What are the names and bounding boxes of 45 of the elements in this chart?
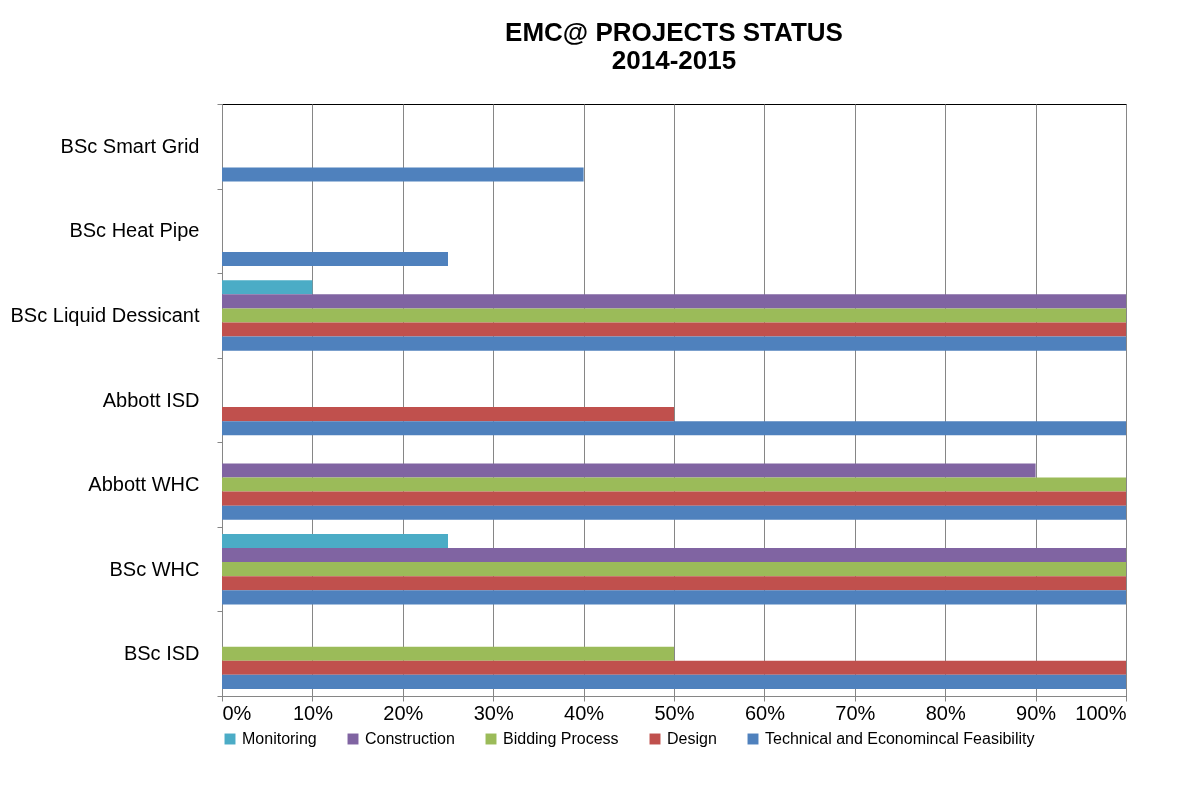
x-tick-label: 80% <box>925 701 966 724</box>
bar <box>222 322 1126 337</box>
legend-label: Bidding Process <box>503 730 619 747</box>
x-tick-label: 90% <box>1016 701 1057 724</box>
bar <box>222 533 448 548</box>
x-tick-label: 0% <box>222 701 252 724</box>
y-tick-label: BSc WHC <box>109 557 200 580</box>
bar <box>222 505 1126 520</box>
x-tick-label: 70% <box>835 701 876 724</box>
x-tick-label: 20% <box>383 701 424 724</box>
bar <box>222 646 674 661</box>
x-tick-label: 30% <box>473 701 514 724</box>
bar <box>222 407 674 422</box>
y-tick-label: BSc Smart Grid <box>60 134 200 157</box>
bar <box>222 308 1126 323</box>
x-tick-label: 60% <box>744 701 786 724</box>
x-tick-label: 10% <box>292 701 334 724</box>
y-tick-label: BSc ISD <box>123 642 200 665</box>
y-tick-label: BSc Heat Pipe <box>69 219 200 242</box>
bar <box>222 294 1126 309</box>
bar <box>222 674 1126 689</box>
x-tick-label: 50% <box>654 701 695 724</box>
legend-label: Design <box>667 730 717 747</box>
y-tick-label: Abbott WHC <box>88 473 200 496</box>
x-tick-label: 40% <box>564 701 605 724</box>
bar <box>222 421 1126 436</box>
bar <box>222 660 1126 675</box>
y-tick-label: Abbott ISD <box>102 388 200 411</box>
bar <box>222 548 1126 563</box>
bar <box>222 463 1036 478</box>
bar <box>222 562 1126 577</box>
legend-label: Monitoring <box>242 730 317 747</box>
bar <box>222 491 1126 506</box>
bar <box>222 477 1126 492</box>
bar <box>222 576 1126 591</box>
legend-label: Technical and Economincal Feasibility <box>765 730 1035 747</box>
bar <box>222 252 448 267</box>
legend-label: Construction <box>365 730 455 747</box>
chart-title: EMC@ PROJECTS STATUS 2014-2015 <box>505 17 843 75</box>
x-tick-label: 100% <box>1075 701 1127 724</box>
bar <box>222 167 584 182</box>
bar <box>222 590 1126 605</box>
bar <box>222 280 313 295</box>
y-tick-label: BSc Liquid Dessicant <box>10 303 200 326</box>
bar <box>222 336 1126 351</box>
